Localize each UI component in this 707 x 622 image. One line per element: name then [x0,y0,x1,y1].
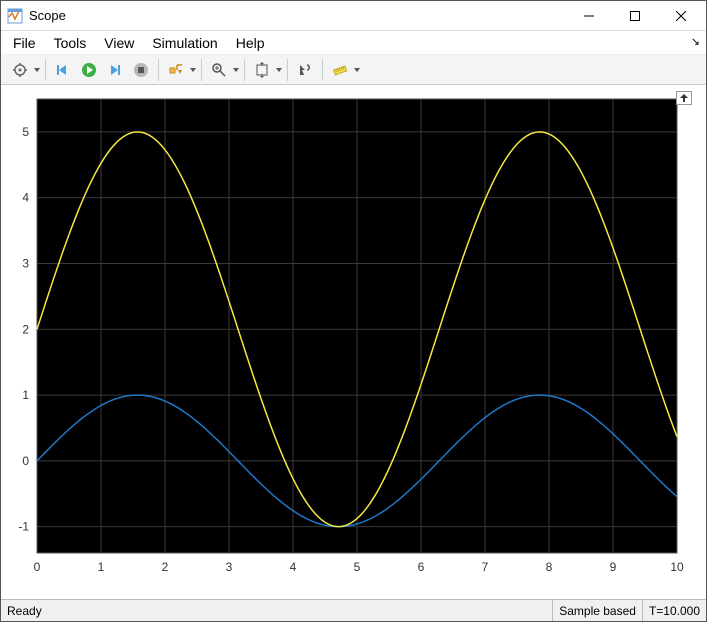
window-title: Scope [29,8,66,23]
svg-text:2: 2 [162,560,169,574]
svg-text:3: 3 [22,256,29,270]
highlight-button[interactable] [163,58,189,82]
plot-area: 0 1 2 3 4 5 6 7 8 9 10 -1 0 1 2 3 4 5 [1,85,706,599]
toolbar-separator [158,59,159,81]
svg-text:0: 0 [22,454,29,468]
zoom-dropdown[interactable] [232,68,240,72]
menu-corner-icon[interactable]: ↘ [691,35,700,48]
svg-text:3: 3 [226,560,233,574]
toolbar-separator [287,59,288,81]
stop-button[interactable] [128,58,154,82]
svg-text:0: 0 [34,560,41,574]
svg-text:-1: -1 [18,520,29,534]
cursor-button[interactable] [292,58,318,82]
menu-help[interactable]: Help [228,33,273,53]
zoom-button[interactable] [206,58,232,82]
svg-text:2: 2 [22,322,29,336]
minimize-button[interactable] [566,1,612,31]
step-forward-button[interactable] [102,58,128,82]
statusbar: Ready Sample based T=10.000 [1,599,706,621]
toolbar-separator [201,59,202,81]
autoscale-dropdown[interactable] [275,68,283,72]
status-time: T=10.000 [642,600,706,621]
status-sample-mode: Sample based [552,600,642,621]
highlight-dropdown[interactable] [189,68,197,72]
scope-chart[interactable]: 0 1 2 3 4 5 6 7 8 9 10 -1 0 1 2 3 4 5 [7,93,687,587]
svg-text:4: 4 [290,560,297,574]
svg-text:5: 5 [354,560,361,574]
menu-view[interactable]: View [96,33,142,53]
menubar: File Tools View Simulation Help ↘ [1,31,706,55]
settings-button[interactable] [7,58,33,82]
svg-text:10: 10 [670,560,684,574]
measurements-button[interactable] [327,58,353,82]
toolbar-separator [244,59,245,81]
svg-text:1: 1 [22,388,29,402]
scope-window: Scope File Tools View Simulation Help ↘ [0,0,707,622]
menu-tools[interactable]: Tools [46,33,95,53]
step-back-button[interactable] [50,58,76,82]
svg-text:8: 8 [546,560,553,574]
menu-file[interactable]: File [5,33,44,53]
svg-text:9: 9 [610,560,617,574]
titlebar: Scope [1,1,706,31]
menu-simulation[interactable]: Simulation [144,33,225,53]
float-button[interactable] [676,91,692,105]
svg-text:4: 4 [22,191,29,205]
toolbar-separator [45,59,46,81]
svg-text:6: 6 [418,560,425,574]
measurements-dropdown[interactable] [353,68,361,72]
svg-text:1: 1 [98,560,105,574]
svg-text:5: 5 [22,125,29,139]
svg-text:7: 7 [482,560,489,574]
toolbar-separator [322,59,323,81]
run-button[interactable] [76,58,102,82]
close-button[interactable] [658,1,704,31]
settings-dropdown[interactable] [33,68,41,72]
app-icon [7,8,23,24]
status-ready: Ready [1,604,552,618]
autoscale-button[interactable] [249,58,275,82]
maximize-button[interactable] [612,1,658,31]
toolbar [1,55,706,85]
